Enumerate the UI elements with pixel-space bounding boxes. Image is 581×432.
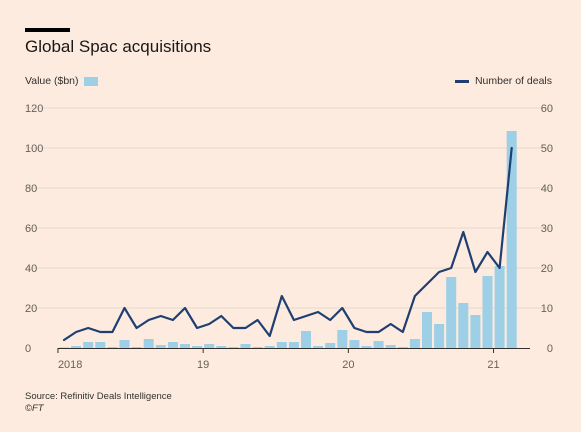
bar bbox=[397, 347, 408, 348]
right-tick-label: 50 bbox=[541, 143, 553, 155]
bar bbox=[494, 266, 505, 348]
bar bbox=[167, 342, 178, 348]
bar bbox=[216, 346, 227, 348]
right-tick-label: 40 bbox=[541, 183, 553, 195]
x-tick-label: 19 bbox=[197, 359, 209, 371]
bar bbox=[506, 131, 517, 348]
bar bbox=[288, 342, 299, 348]
left-tick-label: 100 bbox=[25, 143, 43, 155]
bar bbox=[228, 347, 239, 348]
bar bbox=[71, 346, 82, 348]
legend-line-label: Number of deals bbox=[474, 75, 552, 87]
bar bbox=[83, 342, 94, 348]
bar bbox=[482, 276, 493, 348]
legend-line-swatch bbox=[454, 79, 469, 83]
bar bbox=[264, 346, 275, 348]
right-tick-label: 30 bbox=[541, 223, 553, 235]
bar bbox=[59, 347, 69, 348]
bar bbox=[95, 342, 106, 348]
bar bbox=[192, 346, 203, 348]
bar bbox=[446, 277, 457, 348]
brand-bar bbox=[25, 28, 70, 32]
legend-line: Number of deals bbox=[454, 75, 552, 87]
bar bbox=[313, 346, 324, 348]
bar bbox=[458, 303, 469, 348]
bar bbox=[252, 347, 263, 348]
bar bbox=[204, 344, 215, 348]
bar bbox=[349, 340, 360, 348]
chart-title: Global Spac acquisitions bbox=[25, 37, 212, 56]
bar bbox=[131, 347, 142, 348]
left-tick-label: 20 bbox=[25, 303, 37, 315]
credit-note: ©FT bbox=[25, 403, 44, 414]
bar bbox=[373, 341, 384, 348]
bar bbox=[337, 330, 348, 348]
bar bbox=[301, 331, 311, 348]
source-note: Source: Refinitiv Deals Intelligence bbox=[25, 391, 172, 402]
right-tick-label: 0 bbox=[547, 343, 553, 355]
bar bbox=[361, 346, 372, 348]
x-tick-label: 20 bbox=[342, 359, 354, 371]
bar bbox=[470, 315, 481, 348]
bar bbox=[155, 345, 166, 348]
legend-bar-swatch bbox=[83, 76, 98, 86]
bar bbox=[422, 312, 432, 348]
bar bbox=[276, 342, 287, 348]
legend-bars: Value ($bn) bbox=[25, 75, 98, 87]
left-tick-label: 60 bbox=[25, 223, 37, 235]
bar bbox=[434, 324, 445, 348]
bar bbox=[240, 344, 251, 348]
left-tick-label: 80 bbox=[25, 183, 37, 195]
x-tick-label: 2018 bbox=[58, 359, 82, 371]
left-tick-label: 0 bbox=[25, 343, 31, 355]
bar bbox=[385, 345, 396, 348]
bar bbox=[107, 347, 118, 348]
left-tick-label: 40 bbox=[25, 263, 37, 275]
left-tick-label: 120 bbox=[25, 103, 43, 115]
bar bbox=[409, 339, 420, 348]
bar bbox=[119, 340, 130, 348]
bar bbox=[180, 344, 190, 348]
deals-line bbox=[62, 146, 513, 342]
legend-bars-label: Value ($bn) bbox=[25, 75, 79, 87]
right-tick-label: 10 bbox=[541, 303, 553, 315]
bar bbox=[143, 339, 154, 348]
bar bbox=[325, 343, 336, 348]
x-tick-label: 21 bbox=[487, 359, 499, 371]
right-tick-label: 20 bbox=[541, 263, 553, 275]
right-tick-label: 60 bbox=[541, 103, 553, 115]
